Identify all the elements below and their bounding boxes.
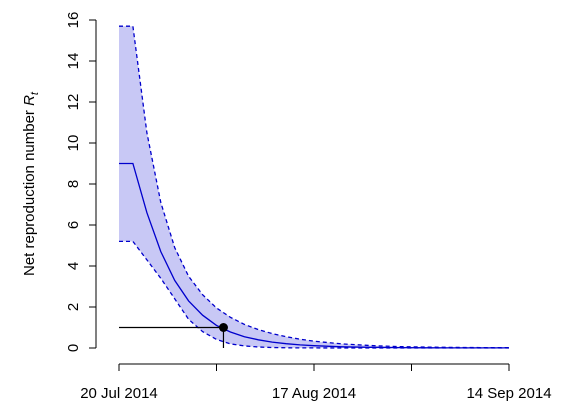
y-axis-title-symbol: R	[21, 95, 38, 106]
y-axis-title: Net reproduction number Rt	[21, 91, 41, 276]
y-axis: 0 2 4 6 8 10 12 14 16	[65, 12, 97, 352]
y-tick-label: 14	[65, 53, 82, 70]
y-tick-label: 6	[65, 221, 82, 229]
y-axis-title-subscript: t	[29, 91, 41, 95]
y-tick-label: 8	[65, 180, 82, 188]
lower-bound-line	[119, 240, 509, 349]
y-tick-label: 2	[65, 303, 82, 311]
y-axis-title-text: Net reproduction number	[21, 110, 38, 276]
estimate-line	[119, 162, 509, 349]
x-tick-label: 17 Aug 2014	[272, 385, 356, 402]
annotation-layer	[119, 323, 228, 348]
y-tick-label: 16	[65, 12, 82, 29]
lines-layer	[119, 25, 510, 349]
x-tick-label: 20 Jul 2014	[80, 385, 158, 402]
threshold-point	[218, 323, 228, 332]
x-tick-label: 14 Sep 2014	[466, 385, 551, 402]
x-axis: 20 Jul 2014 17 Aug 2014 14 Sep 2014	[80, 363, 552, 402]
confidence-band	[119, 26, 509, 348]
ci-band-layer	[119, 26, 509, 348]
y-tick-label: 12	[65, 94, 82, 111]
y-tick-label: 4	[65, 262, 82, 270]
y-tick-label: 0	[65, 344, 82, 352]
y-tick-label: 10	[65, 135, 82, 152]
